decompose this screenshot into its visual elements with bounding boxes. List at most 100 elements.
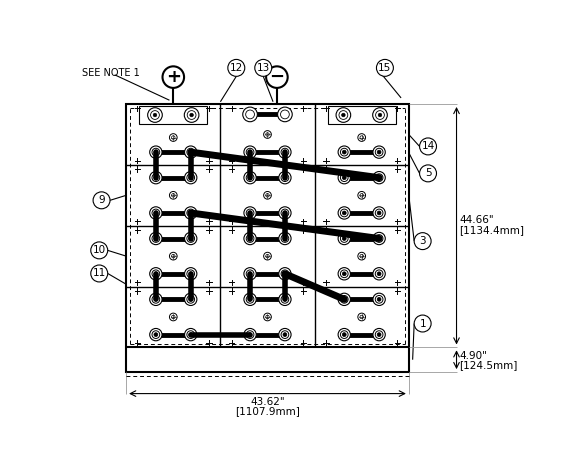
Text: −: −: [269, 68, 285, 86]
Circle shape: [342, 333, 346, 337]
Circle shape: [375, 270, 383, 278]
Circle shape: [154, 297, 158, 301]
Circle shape: [358, 313, 366, 321]
Circle shape: [414, 315, 431, 332]
Circle shape: [376, 59, 393, 76]
Circle shape: [151, 111, 159, 119]
Circle shape: [187, 209, 194, 217]
Circle shape: [373, 293, 385, 306]
Text: 12: 12: [230, 63, 243, 73]
Circle shape: [187, 295, 194, 303]
Circle shape: [184, 268, 197, 280]
Circle shape: [342, 237, 346, 240]
Circle shape: [152, 235, 160, 242]
Circle shape: [150, 146, 162, 158]
Text: 9: 9: [98, 195, 105, 205]
Text: +: +: [166, 68, 181, 86]
Circle shape: [373, 207, 385, 219]
Circle shape: [338, 207, 350, 219]
Circle shape: [150, 207, 162, 219]
Circle shape: [228, 59, 245, 76]
Circle shape: [150, 268, 162, 280]
Circle shape: [187, 148, 194, 156]
Circle shape: [170, 134, 177, 141]
Circle shape: [342, 150, 346, 154]
Circle shape: [152, 209, 160, 217]
Bar: [328, 106, 396, 124]
Circle shape: [187, 174, 194, 181]
Circle shape: [266, 254, 269, 258]
Circle shape: [248, 150, 252, 154]
Circle shape: [184, 108, 199, 122]
Circle shape: [152, 295, 160, 303]
Bar: [126, 104, 409, 372]
Circle shape: [172, 194, 175, 197]
Circle shape: [147, 108, 162, 122]
Circle shape: [342, 211, 346, 215]
Circle shape: [189, 237, 193, 240]
Circle shape: [281, 110, 289, 119]
Circle shape: [281, 148, 289, 156]
Circle shape: [187, 331, 194, 338]
Circle shape: [154, 272, 158, 275]
Text: [1107.9mm]: [1107.9mm]: [235, 406, 300, 416]
Text: 11: 11: [92, 269, 106, 278]
Circle shape: [93, 192, 110, 209]
Text: 44.66": 44.66": [460, 214, 494, 225]
Circle shape: [154, 333, 158, 337]
Circle shape: [338, 268, 350, 280]
Circle shape: [170, 313, 177, 321]
Text: [124.5mm]: [124.5mm]: [460, 360, 518, 370]
Circle shape: [264, 192, 272, 199]
Circle shape: [152, 270, 160, 278]
Text: 4.90": 4.90": [460, 351, 488, 361]
Circle shape: [377, 176, 381, 180]
Circle shape: [338, 146, 350, 158]
Circle shape: [91, 242, 108, 259]
Circle shape: [340, 235, 348, 242]
Circle shape: [244, 171, 256, 184]
Circle shape: [152, 331, 160, 338]
Circle shape: [340, 174, 348, 181]
Circle shape: [266, 194, 269, 197]
Circle shape: [375, 148, 383, 156]
Circle shape: [281, 209, 289, 217]
Circle shape: [279, 232, 291, 244]
Circle shape: [378, 113, 382, 117]
Circle shape: [283, 237, 287, 240]
Circle shape: [184, 207, 197, 219]
Circle shape: [375, 235, 383, 242]
Circle shape: [341, 113, 345, 117]
Circle shape: [248, 211, 252, 215]
Circle shape: [153, 113, 157, 117]
Text: 10: 10: [92, 245, 106, 256]
Circle shape: [414, 233, 431, 250]
Circle shape: [377, 333, 381, 337]
Circle shape: [338, 171, 350, 184]
Circle shape: [283, 272, 287, 275]
Circle shape: [375, 209, 383, 217]
Circle shape: [190, 113, 193, 117]
Circle shape: [150, 232, 162, 244]
Circle shape: [279, 146, 291, 158]
Circle shape: [154, 150, 158, 154]
Text: 14: 14: [421, 141, 435, 151]
Circle shape: [342, 297, 346, 301]
Circle shape: [338, 328, 350, 341]
Circle shape: [184, 293, 197, 306]
Circle shape: [377, 211, 381, 215]
Circle shape: [420, 165, 437, 182]
Circle shape: [283, 297, 287, 301]
Circle shape: [279, 171, 291, 184]
Circle shape: [373, 171, 385, 184]
Circle shape: [184, 171, 197, 184]
Circle shape: [340, 331, 348, 338]
Circle shape: [189, 176, 193, 180]
Circle shape: [246, 295, 254, 303]
Circle shape: [340, 270, 348, 278]
Bar: [139, 106, 207, 124]
Circle shape: [266, 133, 269, 136]
Circle shape: [340, 209, 348, 217]
Circle shape: [377, 272, 381, 275]
Circle shape: [187, 270, 194, 278]
